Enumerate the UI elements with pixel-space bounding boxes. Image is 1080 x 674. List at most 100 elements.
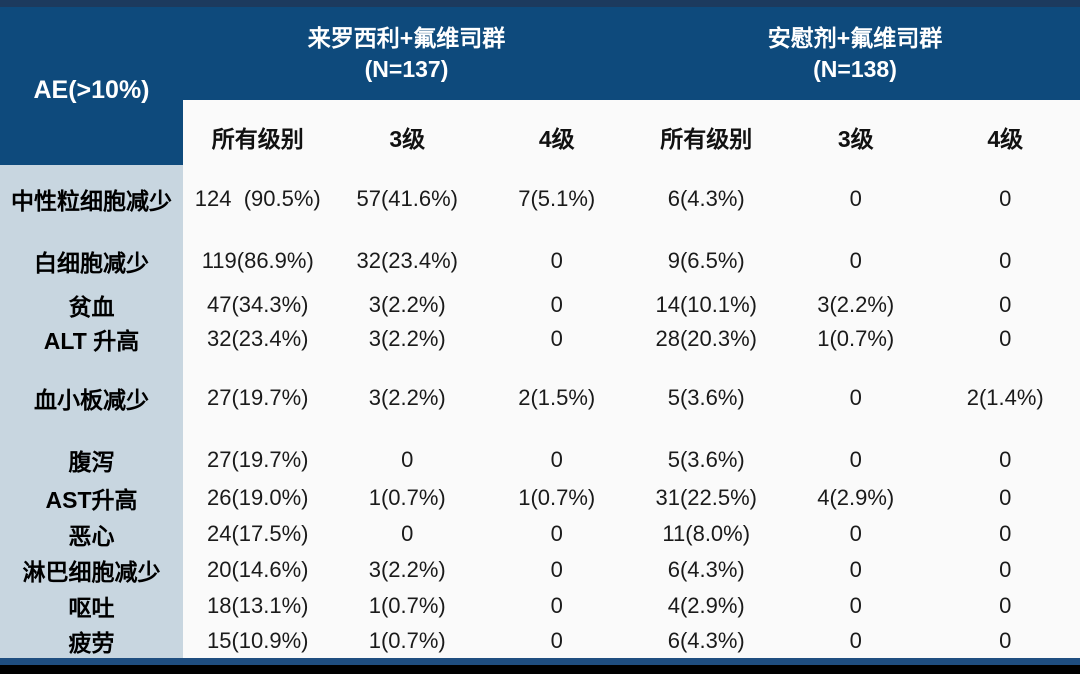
data-cell: 3(2.2%) [817,292,895,317]
data-cell: 20(14.6%) [206,557,309,582]
table-row: 呕吐 18(13.1%) 1(0.7%) 0 4(2.9%) 0 0 [0,588,1080,624]
data-cell: 119(86.9%) [201,247,314,273]
column-header-4: 3级 [837,125,874,152]
data-cell: 0 [550,447,563,472]
data-cell: 6(4.3%) [667,628,745,653]
data-cell: 0 [999,447,1012,472]
data-cell: 0 [550,326,563,351]
data-cell: 0 [999,292,1012,317]
data-cell: 0 [849,593,862,618]
table-row: 恶心 24(17.5%) 0 0 11(8.0%) 0 0 [0,516,1080,552]
data-cell: 9(6.5%) [667,247,745,273]
row-label: 疲劳 [0,624,183,658]
row-label: 腹泻 [0,440,183,480]
data-cell: 27(19.7%) [206,385,309,410]
data-cell: 6(4.3%) [667,557,745,582]
table-row: 疲劳 15(10.9%) 1(0.7%) 0 6(4.3%) 0 0 [0,624,1080,658]
data-cell: 0 [999,557,1012,582]
data-cell: 1(0.7%) [817,326,895,351]
data-cell: 2(1.4%) [966,385,1044,410]
data-cell: 1(0.7%) [368,485,446,510]
table-row: ALT 升高 32(23.4%) 3(2.2%) 0 28(20.3%) 1(0.7%) 0 [0,322,1080,356]
row-label: ALT 升高 [0,322,183,356]
data-cell: 3(2.2%) [368,292,446,317]
data-cell: 57(41.6%) [356,186,458,211]
data-cell: 0 [849,385,862,410]
group-header-placebo: 安慰剂+氟维司群 (N=138) [630,7,1080,100]
data-cell: 0 [550,247,563,273]
data-cell: 3(2.2%) [368,326,446,351]
data-cell: 4(2.9%) [817,485,895,510]
data-cell: 31(22.5%) [655,485,757,510]
column-header-3: 所有级别 [660,125,753,152]
data-cell: 28(20.3%) [655,326,757,351]
row-label: 白细胞减少 [0,233,183,288]
top-strip [0,0,1080,7]
data-cell: 2(1.5%) [518,385,596,410]
group-header-treatment: 来罗西利+氟维司群 (N=137) [183,7,630,100]
column-header-2: 4级 [538,125,575,152]
group-name: 来罗西利+氟维司群 [307,24,506,51]
data-cell: 47(34.3%) [206,292,309,317]
table-row: 腹泻 27(19.7%) 0 0 5(3.6%) 0 0 [0,440,1080,480]
data-cell: 0 [849,557,862,582]
data-cell: 11(8.0%) [662,521,751,546]
data-cell: 7(5.1%) [518,186,596,211]
group-name: 安慰剂+氟维司群 [767,24,943,51]
data-cell: 0 [999,247,1012,273]
column-header-1: 3级 [389,125,426,152]
data-cell: 1(0.7%) [518,485,596,510]
data-cell: 0 [550,593,563,618]
row-label: 呕吐 [0,588,183,624]
data-cell: 124 (90.5%) [194,186,321,211]
row-label: 贫血 [0,288,183,322]
data-cell: 0 [849,521,862,546]
data-cell: 24(17.5%) [206,521,309,546]
bottom-black-bar [0,665,1080,674]
table-body: 中性粒细胞减少 124 (90.5%) 57(41.6%) 7(5.1%) 6(4.3%… [0,165,1080,658]
data-cell: 0 [550,628,563,653]
data-cell: 0 [999,593,1012,618]
data-cell: 5(3.6%) [667,447,745,472]
data-cell: 1(0.7%) [368,628,446,653]
data-cell: 0 [999,485,1012,510]
data-cell: 3(2.2%) [368,385,446,410]
data-cell: 0 [999,326,1012,351]
row-label: 恶心 [0,516,183,552]
table-row: AST升高 26(19.0%) 1(0.7%) 1(0.7%) 31(22.5%) 4(2… [0,480,1080,516]
row-label: AST升高 [0,480,183,516]
data-cell: 0 [999,186,1012,211]
table-row: 中性粒细胞减少 124 (90.5%) 57(41.6%) 7(5.1%) 6(4.3%… [0,165,1080,233]
row-label: 血小板减少 [0,356,183,440]
data-cell: 18(13.1%) [206,593,309,618]
data-cell: 0 [550,292,563,317]
group-n: (N=137) [364,55,449,82]
table-row: 淋巴细胞减少 20(14.6%) 3(2.2%) 0 6(4.3%) 0 0 [0,552,1080,588]
data-cell: 0 [999,628,1012,653]
data-cell: 0 [849,247,862,273]
row-label: 淋巴细胞减少 [0,552,183,588]
table-row: 贫血 47(34.3%) 3(2.2%) 0 14(10.1%) 3(2.2%) 0 [0,288,1080,322]
column-header-5: 4级 [987,125,1024,152]
data-cell: 32(23.4%) [206,326,309,351]
data-cell: 32(23.4%) [356,247,458,273]
data-cell: 4(2.9%) [667,593,745,618]
row-label: 中性粒细胞减少 [0,165,183,233]
bottom-border-line [0,658,1080,665]
data-cell: 0 [849,628,862,653]
corner-label: AE(>10%) [33,75,150,104]
data-cell: 3(2.2%) [368,557,446,582]
corner-cell-ae-label: AE(>10%) [0,7,183,165]
data-cell: 0 [401,521,414,546]
column-header-0: 所有级别 [211,125,304,152]
data-cell: 26(19.0%) [206,485,309,510]
data-cell: 5(3.6%) [667,385,745,410]
table-row: 白细胞减少 119(86.9%) 32(23.4%) 0 9(6.5%) 0 0 [0,233,1080,288]
data-cell: 0 [550,521,563,546]
data-cell: 6(4.3%) [667,186,745,211]
data-cell: 27(19.7%) [206,447,309,472]
data-cell: 0 [999,521,1012,546]
column-header-row: 所有级别 3级 4级 所有级别 3级 4级 [183,100,1080,165]
table-row: 血小板减少 27(19.7%) 3(2.2%) 2(1.5%) 5(3.6%) 0 2(1.… [0,356,1080,440]
